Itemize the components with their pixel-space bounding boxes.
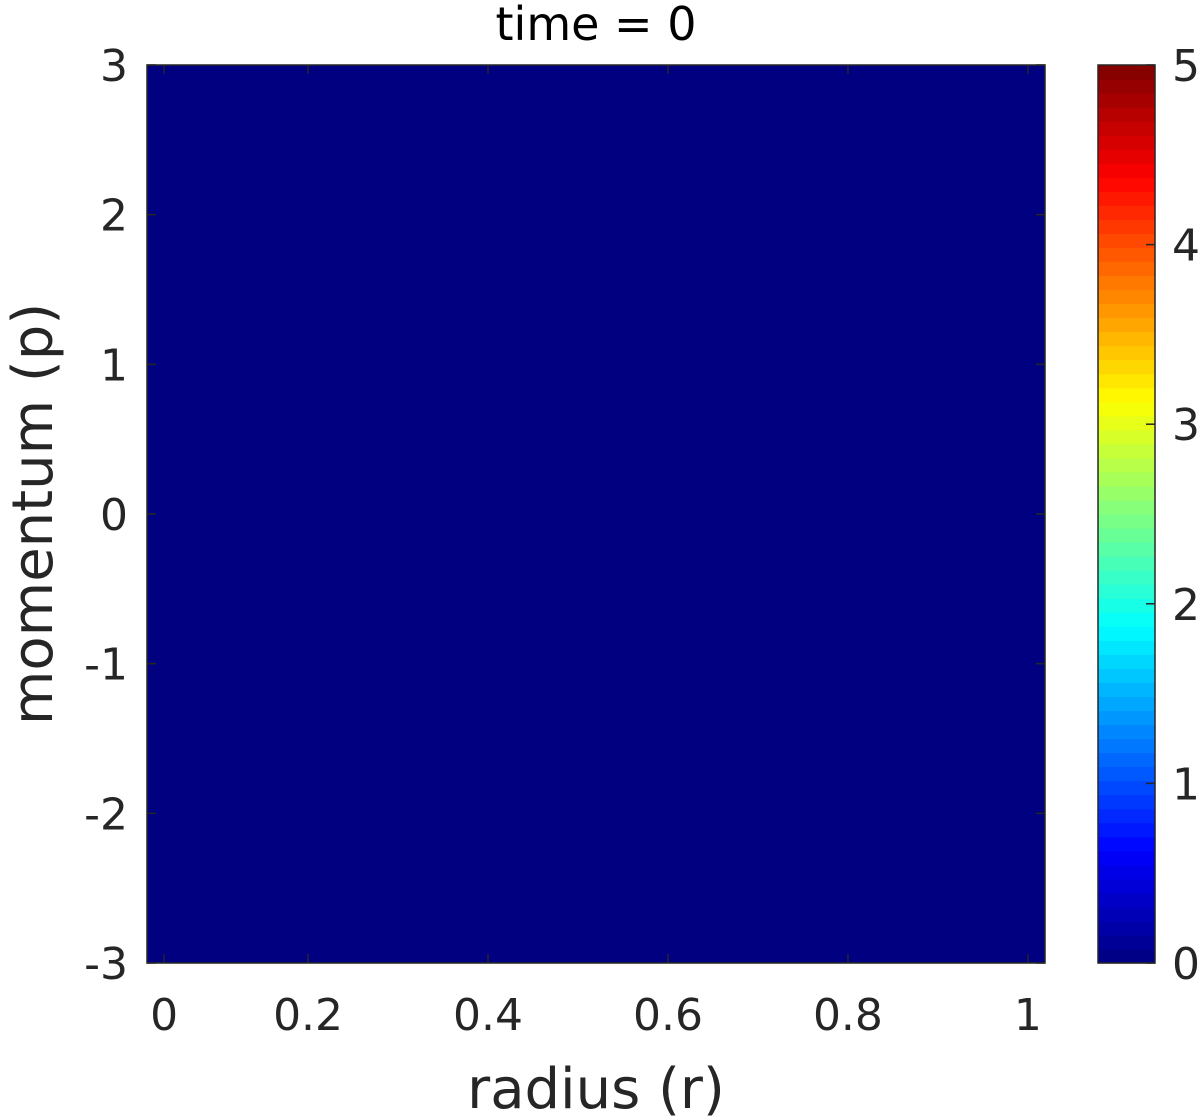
plot-area	[146, 64, 1046, 964]
colorbar-band	[1098, 598, 1155, 613]
colorbar-band	[1098, 626, 1155, 641]
colorbar-band	[1098, 752, 1155, 768]
colorbar-band	[1098, 359, 1155, 375]
y-tick-label: -3	[84, 939, 128, 990]
colorbar-band	[1098, 878, 1155, 894]
colorbar-band	[1098, 864, 1155, 880]
colorbar-band	[1098, 528, 1155, 543]
colorbar-band	[1098, 387, 1155, 403]
colorbar-band	[1098, 766, 1155, 782]
colorbar-band	[1098, 205, 1155, 220]
colorbar-band	[1098, 163, 1155, 178]
colorbar-band	[1098, 457, 1155, 473]
colorbar-band	[1098, 948, 1155, 964]
colorbar-band	[1098, 836, 1155, 852]
colorbar-band	[1098, 135, 1155, 150]
colorbar-band	[1098, 542, 1155, 557]
colorbar-band	[1098, 289, 1155, 305]
colorbar-band	[1098, 345, 1155, 361]
colorbar-band	[1098, 415, 1155, 431]
colorbar-band	[1098, 79, 1155, 94]
colorbar-band	[1098, 570, 1155, 585]
y-tick-label: 2	[100, 191, 128, 242]
y-tick-label: 3	[100, 41, 128, 92]
y-tick-label: -1	[84, 640, 128, 691]
colorbar-band	[1098, 696, 1155, 712]
colorbar-band	[1098, 808, 1155, 824]
colorbar-band	[1098, 738, 1155, 754]
heatmap-cell	[147, 65, 1045, 963]
colorbar-band	[1098, 556, 1155, 571]
x-tick-label: 1	[1014, 990, 1042, 1041]
colorbar-band	[1098, 233, 1155, 249]
colorbar-band	[1098, 373, 1155, 389]
colorbar-band	[1098, 584, 1155, 599]
colorbar-band	[1098, 177, 1155, 192]
colorbar-band	[1098, 724, 1155, 740]
colorbar-band	[1098, 149, 1155, 164]
colorbar-band	[1098, 920, 1155, 936]
colorbar-band	[1098, 499, 1155, 515]
colorbar-band	[1098, 514, 1155, 529]
colorbar-tick-label: 2	[1172, 580, 1200, 631]
colorbar-band	[1098, 93, 1155, 108]
colorbar-band	[1098, 429, 1155, 445]
colorbar-band	[1098, 471, 1155, 487]
x-tick-label: 0.4	[453, 990, 523, 1041]
colorbar-tick-label: 5	[1172, 41, 1200, 92]
y-tick-label: 1	[100, 340, 128, 391]
colorbar-band	[1098, 443, 1155, 459]
x-tick-label: 0.6	[633, 990, 703, 1041]
colorbar-band	[1098, 640, 1155, 655]
x-tick-label: 0.2	[273, 990, 343, 1041]
colorbar-band	[1098, 682, 1155, 698]
colorbar: 0 1 2 3 4 5	[1097, 41, 1200, 990]
colorbar-band	[1098, 906, 1155, 922]
chart-title: time = 0	[496, 0, 697, 51]
x-tick-label: 0	[150, 990, 178, 1041]
colorbar-band	[1098, 822, 1155, 838]
x-axis-label: radius (r)	[467, 1057, 725, 1119]
colorbar-band	[1098, 247, 1155, 263]
colorbar-band	[1098, 275, 1155, 291]
x-axis-ticks: 0 0.2 0.4 0.6 0.8 1	[150, 65, 1042, 1041]
colorbar-band	[1098, 612, 1155, 627]
y-tick-label: -2	[84, 789, 128, 840]
colorbar-tick-label: 1	[1172, 759, 1200, 810]
colorbar-band	[1098, 892, 1155, 908]
colorbar-tick-label: 3	[1172, 400, 1200, 451]
colorbar-band	[1098, 654, 1155, 669]
colorbar-box	[1097, 64, 1156, 964]
colorbar-band	[1098, 65, 1155, 80]
colorbar-band	[1098, 261, 1155, 277]
colorbar-band	[1098, 107, 1155, 122]
y-axis-ticks: 3 2 1 0 -1 -2 -3	[84, 41, 1045, 990]
colorbar-tick-label: 4	[1172, 221, 1200, 272]
colorbar-band	[1098, 401, 1155, 417]
colorbar-band	[1098, 331, 1155, 347]
colorbar-band	[1098, 219, 1155, 234]
colorbar-band	[1098, 121, 1155, 136]
x-tick-label: 0.8	[813, 990, 883, 1041]
colorbar-band	[1098, 850, 1155, 866]
colorbar-band	[1098, 794, 1155, 810]
y-tick-label: 0	[100, 490, 128, 541]
colorbar-band	[1098, 317, 1155, 333]
colorbar-tick-label: 0	[1172, 939, 1200, 990]
y-axis-label: momentum (p)	[1, 303, 66, 725]
colorbar-band	[1098, 934, 1155, 950]
colorbar-band	[1098, 668, 1155, 683]
colorbar-band	[1098, 191, 1155, 206]
colorbar-band	[1098, 710, 1155, 726]
colorbar-band	[1098, 485, 1155, 501]
colorbar-band	[1098, 303, 1155, 319]
colorbar-band	[1098, 780, 1155, 796]
